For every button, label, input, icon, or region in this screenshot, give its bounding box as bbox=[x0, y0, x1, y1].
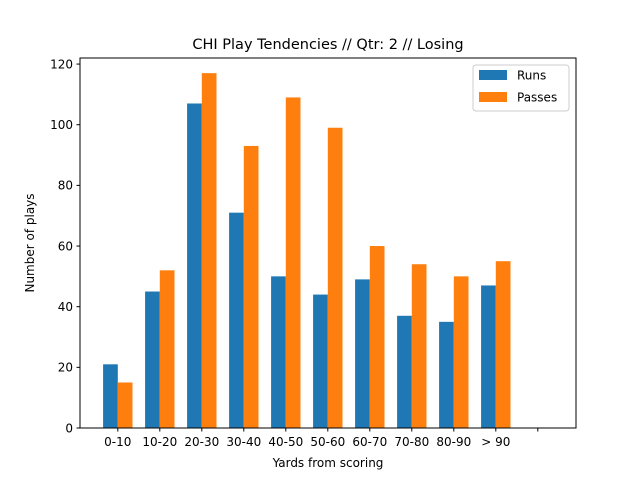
bar-passes-30-40 bbox=[243, 145, 259, 428]
bar-runs-30-40 bbox=[229, 212, 244, 428]
y-axis-ticks: 0 20 40 60 80 100 120 bbox=[50, 57, 80, 435]
bar-runs-40-50 bbox=[271, 276, 286, 428]
legend-swatch-passes bbox=[479, 92, 507, 102]
bar-runs-70-80 bbox=[397, 315, 412, 428]
y-tick-label: 60 bbox=[58, 239, 73, 253]
legend-swatch-runs bbox=[479, 70, 507, 80]
bars-layer bbox=[103, 73, 511, 429]
bar-passes-20-30 bbox=[201, 73, 217, 428]
bar-runs-50-60 bbox=[313, 294, 328, 428]
bar-passes-70-80 bbox=[411, 264, 427, 428]
bar-passes-90 bbox=[495, 261, 511, 428]
y-tick-label: 120 bbox=[50, 57, 73, 71]
bar-passes-50-60 bbox=[327, 127, 343, 428]
y-axis-label: Number of plays bbox=[23, 193, 37, 292]
x-tick-label: 70-80 bbox=[394, 435, 429, 449]
x-tick-label: 0-10 bbox=[104, 435, 131, 449]
bar-runs-80-90 bbox=[439, 321, 454, 428]
y-tick-label: 40 bbox=[58, 300, 73, 314]
legend-label-passes: Passes bbox=[517, 91, 557, 105]
bar-passes-60-70 bbox=[369, 246, 385, 428]
bar-passes-0-10 bbox=[117, 382, 133, 428]
x-axis-label: Yards from scoring bbox=[272, 456, 384, 470]
bar-runs-20-30 bbox=[187, 103, 202, 429]
x-tick-label: 40-50 bbox=[268, 435, 303, 449]
bar-runs-10-20 bbox=[145, 291, 160, 428]
x-tick-label: 20-30 bbox=[184, 435, 219, 449]
x-tick-label: 80-90 bbox=[436, 435, 471, 449]
bar-runs-60-70 bbox=[355, 279, 370, 428]
x-axis-ticks: 0-10 10-20 20-30 30-40 40-50 50-60 60-70 70-80 8… bbox=[104, 428, 539, 449]
bar-passes-80-90 bbox=[453, 276, 469, 428]
bar-passes-10-20 bbox=[159, 270, 175, 428]
bar-passes-40-50 bbox=[285, 97, 301, 429]
x-tick-label: 50-60 bbox=[310, 435, 345, 449]
bar-runs-0-10 bbox=[103, 364, 118, 428]
x-tick-label: 30-40 bbox=[226, 435, 261, 449]
plot-frame bbox=[79, 57, 577, 429]
y-tick-label: 80 bbox=[58, 179, 73, 193]
y-tick-label: 100 bbox=[50, 118, 73, 132]
chart-title: CHI Play Tendencies // Qtr: 2 // Losing bbox=[192, 37, 463, 53]
y-tick-label: 20 bbox=[58, 361, 73, 375]
legend-label-runs: Runs bbox=[517, 69, 546, 83]
x-tick-label: 60-70 bbox=[352, 435, 387, 449]
bar-runs-90 bbox=[481, 285, 496, 428]
legend: Runs Passes bbox=[472, 64, 570, 112]
y-tick-label: 0 bbox=[65, 421, 73, 435]
x-tick-label: > 90 bbox=[481, 435, 510, 449]
x-tick-label: 10-20 bbox=[142, 435, 177, 449]
